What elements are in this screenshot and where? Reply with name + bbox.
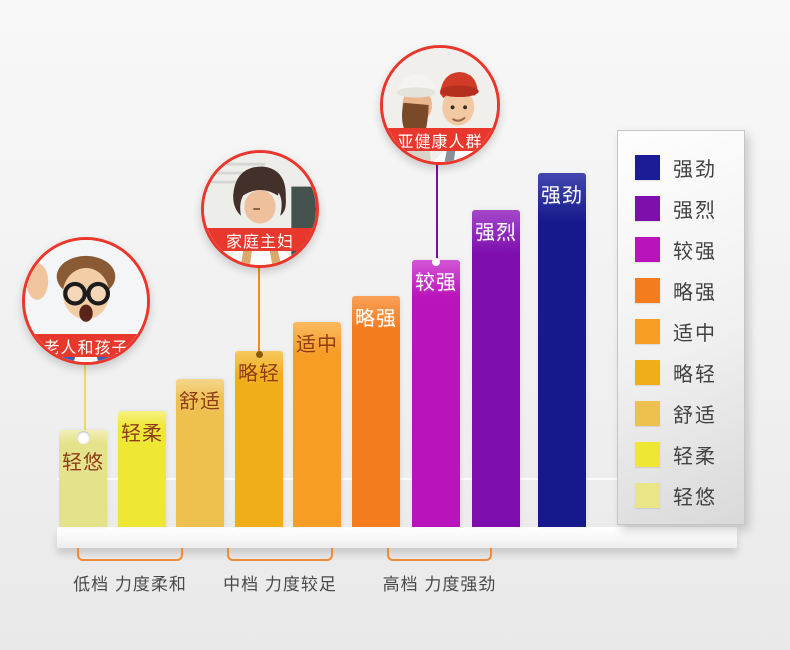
bar-label: 较强 [415, 272, 457, 294]
legend-item: 较强 [618, 229, 744, 270]
group-bracket [77, 548, 183, 561]
bar-label: 强劲 [541, 185, 583, 207]
bar-qianglie: 强烈 [472, 210, 520, 527]
tag-hole-icon [255, 350, 263, 358]
callout-connector-line [436, 162, 438, 260]
legend-item: 略强 [618, 270, 744, 311]
bar-qingyou: 轻悠 [59, 430, 107, 527]
legend-swatch-icon [635, 360, 660, 385]
legend-item: 适中 [618, 311, 744, 352]
callout-subhealthy: 亚健康人群 [380, 45, 500, 165]
tag-hole-icon [432, 258, 440, 266]
bar-qingrou: 轻柔 [118, 411, 166, 527]
legend-label: 轻悠 [673, 487, 717, 509]
bar-label: 适中 [296, 334, 338, 356]
bar-shizhong: 适中 [293, 322, 341, 527]
legend-item: 强劲 [618, 147, 744, 188]
bar-lveqing: 略轻 [235, 350, 283, 527]
legend-swatch-icon [635, 155, 660, 180]
legend-label: 较强 [673, 241, 717, 263]
legend-label: 适中 [673, 323, 717, 345]
legend-item: 强烈 [618, 188, 744, 229]
callout-label-band: 家庭主妇 [204, 228, 316, 251]
legend-swatch-icon [635, 278, 660, 303]
bar-label: 舒适 [179, 391, 221, 413]
legend-label: 略强 [673, 282, 717, 304]
platform-base [57, 527, 737, 548]
legend-swatch-icon [635, 237, 660, 262]
group-bracket [227, 548, 333, 561]
bar-label: 轻悠 [62, 452, 104, 474]
legend-item: 轻柔 [618, 434, 744, 475]
bar-label: 轻柔 [121, 423, 163, 445]
tag-hole-icon [76, 430, 90, 444]
callout-label-band: 老人和孩子 [25, 334, 147, 357]
legend-swatch-icon [635, 319, 660, 344]
group-label: 高档 力度强劲 [382, 575, 497, 594]
bar-lveqiang: 略强 [352, 296, 400, 527]
legend-item: 轻悠 [618, 475, 744, 516]
legend-label: 轻柔 [673, 446, 717, 468]
bar-shushi: 舒适 [176, 379, 224, 527]
legend-panel: 强劲强烈较强略强适中略轻舒适轻柔轻悠 [617, 130, 745, 525]
callout-label-band: 亚健康人群 [383, 128, 497, 151]
bar-label: 略强 [355, 308, 397, 330]
legend-swatch-icon [635, 196, 660, 221]
bar-label: 略轻 [238, 363, 280, 385]
callout-housewife: 家庭主妇 [201, 150, 319, 268]
callout-elderly-children: 老人和孩子 [22, 237, 150, 365]
legend-label: 舒适 [673, 405, 717, 427]
callout-connector-line [84, 362, 86, 432]
bar-jiaoqiang: 较强 [412, 258, 460, 527]
bar-qiangjin: 强劲 [538, 173, 586, 527]
group-label: 低档 力度柔和 [73, 575, 187, 594]
group-bracket [387, 548, 492, 561]
legend-swatch-icon [635, 483, 660, 508]
legend-label: 强烈 [673, 200, 717, 222]
legend-item: 舒适 [618, 393, 744, 434]
group-label: 中档 力度较足 [223, 575, 337, 594]
bar-label: 强烈 [475, 222, 517, 244]
legend-swatch-icon [635, 401, 660, 426]
legend-label: 强劲 [673, 159, 717, 181]
legend-item: 略轻 [618, 352, 744, 393]
callout-connector-line [258, 265, 260, 352]
legend-label: 略轻 [673, 364, 717, 386]
legend-swatch-icon [635, 442, 660, 467]
